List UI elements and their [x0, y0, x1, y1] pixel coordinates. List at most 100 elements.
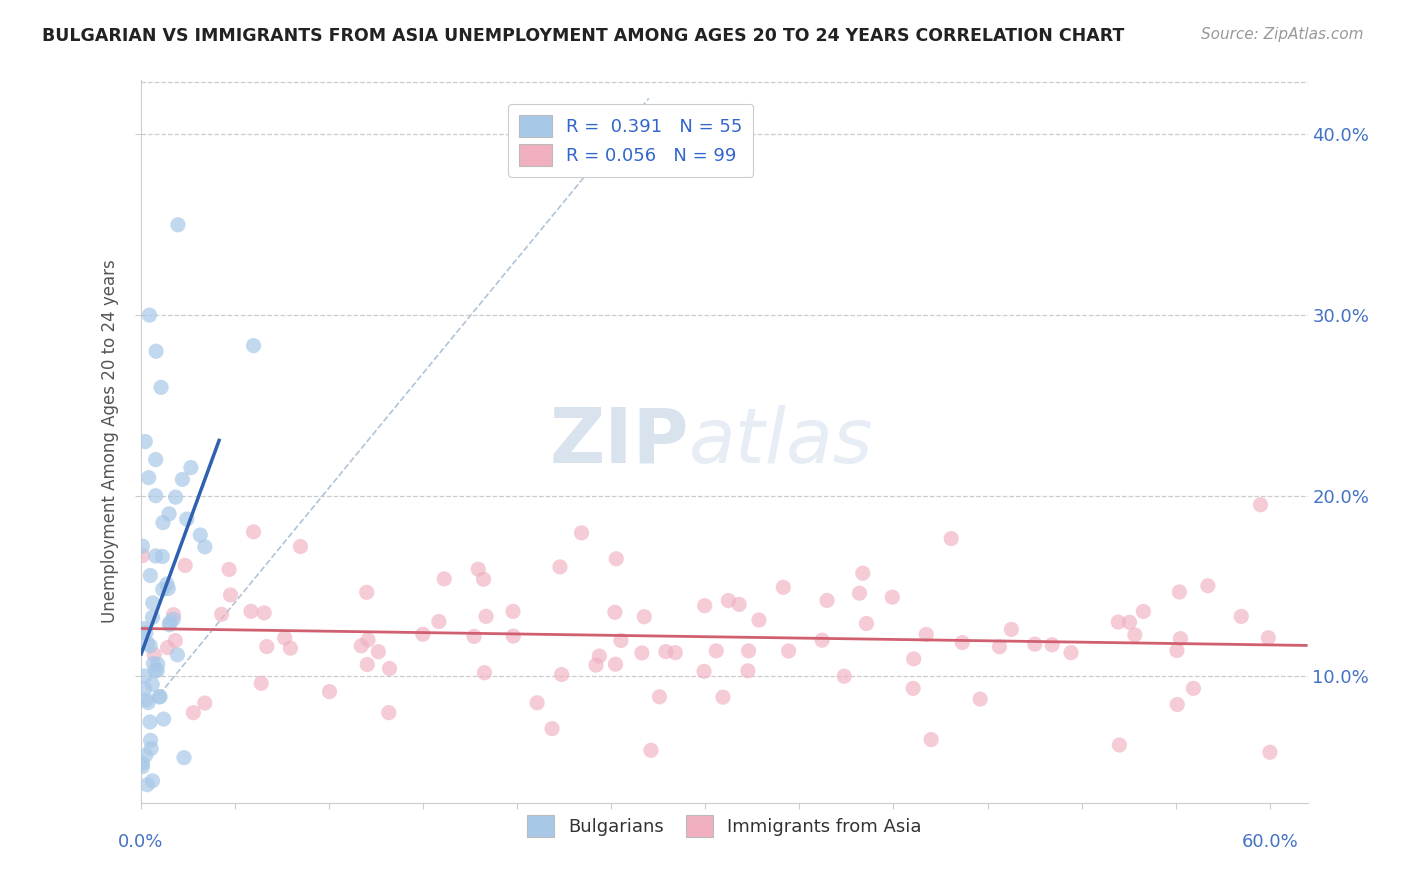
Point — [728, 598, 751, 612]
Point — [969, 692, 991, 706]
Point — [588, 648, 610, 663]
Point — [467, 562, 489, 576]
Point — [550, 667, 572, 681]
Point — [848, 586, 870, 600]
Point — [610, 633, 633, 648]
Point — [135, 693, 157, 707]
Point — [367, 645, 389, 659]
Point — [143, 664, 166, 678]
Point — [1107, 615, 1129, 629]
Point — [194, 540, 217, 554]
Point — [138, 308, 160, 322]
Point — [693, 599, 716, 613]
Point — [180, 460, 202, 475]
Point — [149, 690, 172, 704]
Point — [165, 490, 187, 504]
Point — [166, 648, 188, 662]
Point — [131, 756, 153, 770]
Point — [1250, 498, 1272, 512]
Point — [737, 664, 759, 678]
Point — [142, 596, 165, 610]
Point — [146, 657, 169, 672]
Point — [1123, 628, 1146, 642]
Point — [901, 681, 924, 696]
Point — [250, 676, 273, 690]
Point — [256, 640, 278, 654]
Point — [152, 712, 174, 726]
Point — [162, 612, 184, 626]
Point — [1118, 615, 1140, 630]
Point — [290, 540, 312, 554]
Point — [134, 622, 156, 636]
Point — [412, 627, 434, 641]
Point — [173, 750, 195, 764]
Text: BULGARIAN VS IMMIGRANTS FROM ASIA UNEMPLOYMENT AMONG AGES 20 TO 24 YEARS CORRELA: BULGARIAN VS IMMIGRANTS FROM ASIA UNEMPL… — [42, 27, 1125, 45]
Point — [142, 657, 165, 671]
Point — [357, 632, 380, 647]
Point — [748, 613, 770, 627]
Point — [242, 524, 264, 539]
Point — [778, 644, 800, 658]
Point — [472, 572, 495, 586]
Point — [253, 606, 276, 620]
Point — [148, 690, 170, 704]
Legend: Bulgarians, Immigrants from Asia: Bulgarians, Immigrants from Asia — [519, 808, 929, 845]
Point — [605, 657, 627, 672]
Point — [136, 636, 159, 650]
Point — [605, 551, 627, 566]
Point — [603, 605, 626, 619]
Point — [1040, 638, 1063, 652]
Point — [427, 615, 450, 629]
Point — [139, 741, 162, 756]
Point — [717, 593, 740, 607]
Point — [832, 669, 855, 683]
Point — [941, 532, 963, 546]
Point — [157, 582, 180, 596]
Point — [920, 732, 942, 747]
Point — [915, 627, 938, 641]
Point — [664, 646, 686, 660]
Point — [988, 640, 1011, 654]
Point — [159, 615, 181, 630]
Point — [139, 714, 162, 729]
Point — [1108, 738, 1130, 752]
Point — [165, 633, 187, 648]
Point — [145, 549, 167, 563]
Point — [139, 733, 162, 747]
Point — [145, 452, 167, 467]
Point — [350, 639, 373, 653]
Point — [548, 560, 571, 574]
Point — [159, 617, 181, 632]
Point — [174, 558, 197, 573]
Point — [280, 641, 302, 656]
Point — [1132, 604, 1154, 618]
Point — [183, 706, 205, 720]
Point — [156, 640, 179, 655]
Point — [693, 665, 716, 679]
Point — [855, 616, 877, 631]
Point — [152, 516, 174, 530]
Point — [194, 696, 217, 710]
Text: 0.0%: 0.0% — [118, 833, 163, 851]
Point — [134, 434, 156, 449]
Point — [131, 760, 153, 774]
Point — [1000, 623, 1022, 637]
Point — [145, 344, 167, 359]
Point — [631, 646, 654, 660]
Point — [356, 585, 378, 599]
Point — [218, 562, 240, 576]
Point — [138, 471, 160, 485]
Point — [211, 607, 233, 622]
Point — [152, 582, 174, 597]
Point — [502, 629, 524, 643]
Point — [172, 472, 194, 486]
Point — [1257, 631, 1279, 645]
Point — [711, 690, 734, 705]
Point — [648, 690, 671, 704]
Point — [150, 380, 173, 394]
Point — [156, 577, 179, 591]
Point — [903, 652, 925, 666]
Point — [571, 525, 593, 540]
Point — [157, 507, 180, 521]
Point — [463, 630, 485, 644]
